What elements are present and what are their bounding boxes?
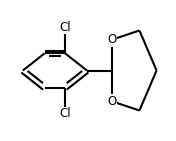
Text: O: O bbox=[107, 95, 117, 108]
Text: O: O bbox=[107, 33, 117, 46]
Text: Cl: Cl bbox=[59, 21, 71, 34]
Text: Cl: Cl bbox=[59, 107, 71, 120]
